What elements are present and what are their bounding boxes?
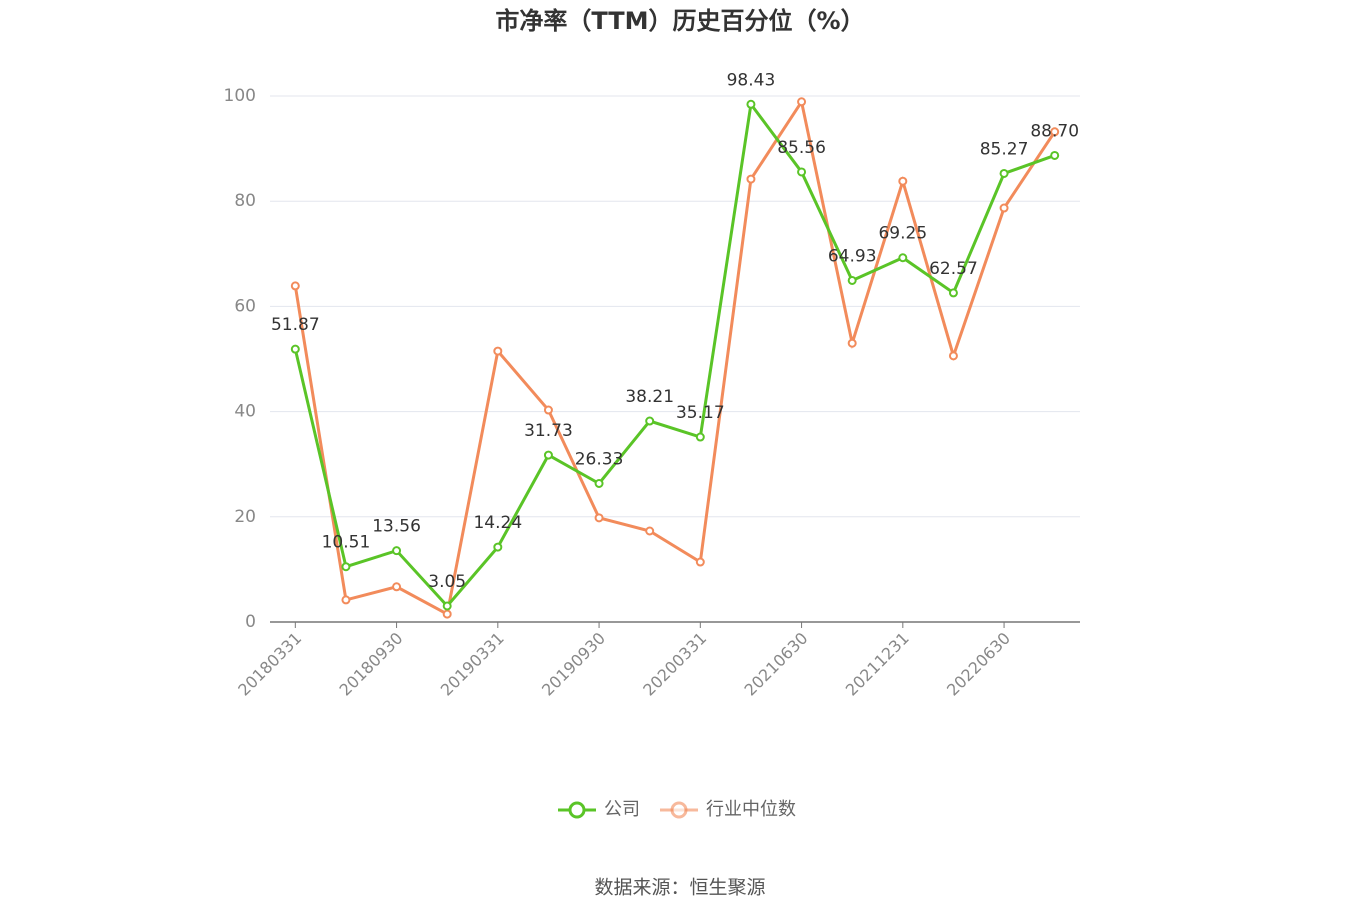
data-label: 3.05 xyxy=(428,572,466,592)
point xyxy=(695,432,705,442)
point xyxy=(948,288,958,298)
point xyxy=(341,595,351,605)
data-label: 85.56 xyxy=(777,138,826,158)
data-label: 13.56 xyxy=(372,517,421,537)
point xyxy=(695,557,705,567)
point xyxy=(594,513,604,523)
x-tick-label: 20180930 xyxy=(336,629,407,700)
data-label: 14.24 xyxy=(473,513,522,533)
point xyxy=(290,281,300,291)
point xyxy=(594,479,604,489)
point xyxy=(1050,127,1060,137)
data-label: 98.43 xyxy=(727,70,776,90)
point xyxy=(290,344,300,354)
chart-title: 市净率（TTM）历史百分位（%） xyxy=(495,7,864,35)
series-line xyxy=(293,100,1056,609)
point xyxy=(392,582,402,592)
point xyxy=(746,99,756,109)
point xyxy=(797,97,807,107)
point xyxy=(392,546,402,556)
data-label: 62.57 xyxy=(929,259,978,279)
point xyxy=(645,416,655,426)
y-tick-label: 20 xyxy=(234,507,256,527)
data-label: 69.25 xyxy=(878,224,927,244)
data-label: 31.73 xyxy=(524,421,573,441)
x-tick-label: 20190331 xyxy=(437,629,508,700)
y-tick-label: 80 xyxy=(234,191,256,211)
data-label: 26.33 xyxy=(575,450,624,470)
point xyxy=(999,203,1009,213)
source: 数据来源：恒生聚源 xyxy=(594,877,765,899)
point xyxy=(898,176,908,186)
point xyxy=(442,601,452,611)
point xyxy=(341,562,351,572)
series-line xyxy=(293,97,1056,617)
point xyxy=(797,167,807,177)
x-tick-label: 20211231 xyxy=(842,629,913,700)
data-label: 51.87 xyxy=(271,315,320,335)
data-label: 64.93 xyxy=(828,246,877,266)
y-tick-label: 40 xyxy=(234,402,256,422)
x-tick-label: 20200331 xyxy=(639,629,710,700)
point xyxy=(543,450,553,460)
x-tick-label: 20180331 xyxy=(234,629,305,700)
point xyxy=(999,168,1009,178)
point xyxy=(493,542,503,552)
x-tick-label: 20220630 xyxy=(943,629,1014,700)
x-tick-label: 20210630 xyxy=(741,629,812,700)
data-label: 10.51 xyxy=(322,533,371,553)
point xyxy=(543,405,553,415)
point xyxy=(442,609,452,619)
point xyxy=(1050,150,1060,160)
point xyxy=(847,338,857,348)
point xyxy=(746,174,756,184)
legend-marker xyxy=(568,801,586,819)
y-tick-label: 60 xyxy=(234,296,256,316)
data-label: 85.27 xyxy=(980,139,1029,159)
point xyxy=(847,275,857,285)
y-tick-label: 0 xyxy=(245,612,256,632)
point xyxy=(948,351,958,361)
legend-marker xyxy=(670,801,688,819)
point xyxy=(645,526,655,536)
legend-label: 行业中位数 xyxy=(706,799,796,820)
data-label: 88.70 xyxy=(1030,121,1079,141)
point xyxy=(898,253,908,263)
y-tick-label: 100 xyxy=(224,86,256,106)
point xyxy=(493,346,503,356)
x-tick-label: 20190930 xyxy=(538,629,609,700)
legend-label: 公司 xyxy=(604,799,640,820)
data-label: 38.21 xyxy=(625,387,674,407)
data-label: 35.17 xyxy=(676,403,725,423)
